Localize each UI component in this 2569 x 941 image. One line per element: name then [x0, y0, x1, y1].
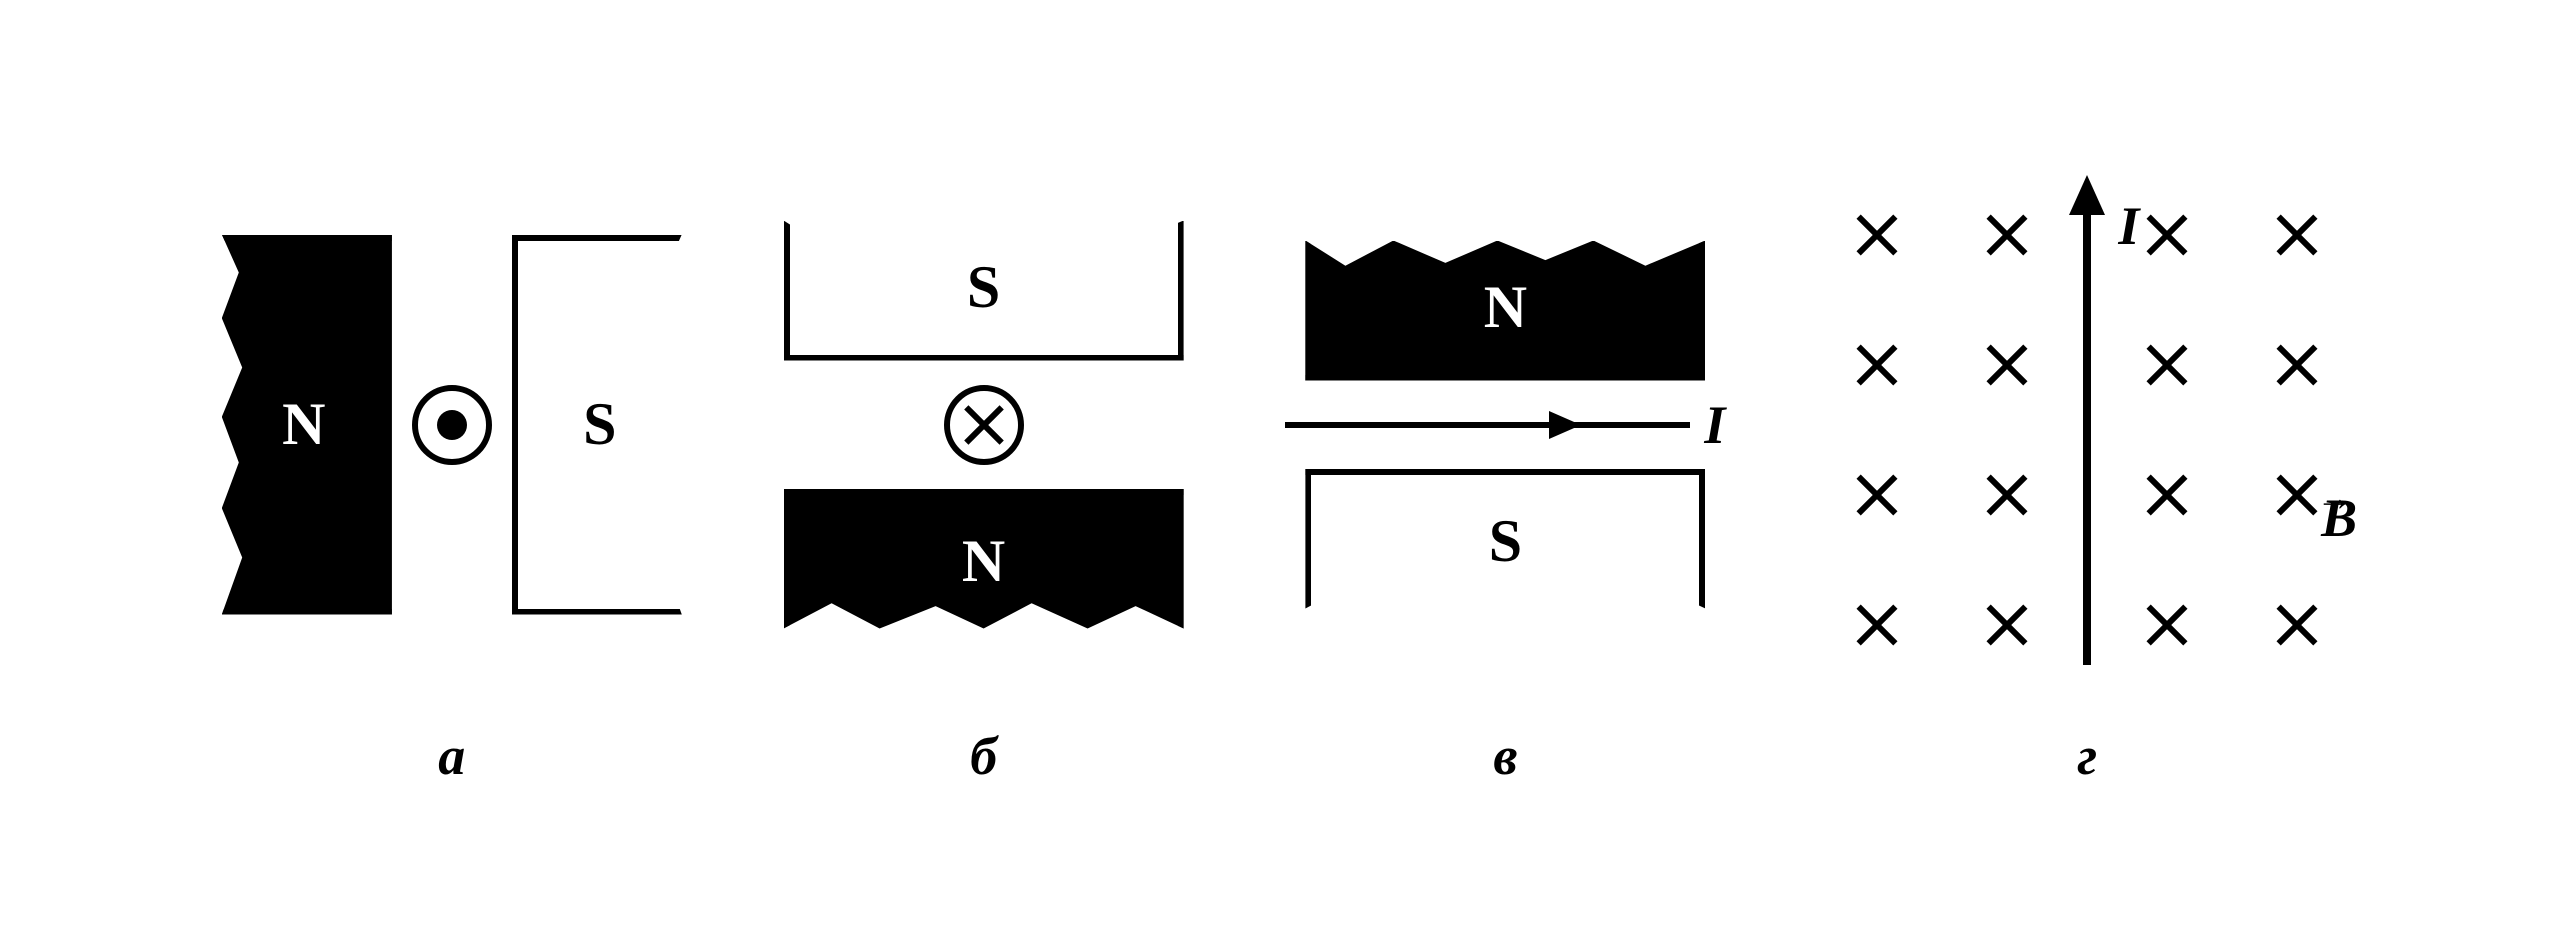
panel-d-label: г — [2077, 725, 2097, 787]
panel-c-body: N I S — [1285, 241, 1725, 609]
dot-fill — [437, 410, 467, 440]
field-x-icon — [1847, 335, 1907, 395]
field-x-icon — [2137, 205, 2197, 265]
field-x-icon — [1977, 595, 2037, 655]
field-x-icon — [1847, 465, 1907, 525]
panel-a-right-pole: S — [512, 235, 682, 615]
field-x-icon — [1977, 335, 2037, 395]
pole-letter: N — [282, 390, 325, 459]
current-into-page-icon — [944, 385, 1024, 465]
current-out-of-page-icon — [412, 385, 492, 465]
current-arrow-line — [1285, 422, 1690, 428]
panel-c-bottom-pole: S — [1305, 469, 1705, 609]
field-x-icon — [2137, 335, 2197, 395]
panel-c-top-pole: N — [1305, 241, 1705, 381]
panel-d-field: I → B — [1827, 165, 2347, 685]
field-x-icon — [2267, 205, 2327, 265]
pole-letter: S — [583, 390, 616, 459]
field-label-B: B — [2321, 487, 2357, 549]
field-x-icon — [1977, 465, 2037, 525]
panel-c-diagram: N I S — [1285, 155, 1725, 695]
current-label-I: I — [2118, 195, 2139, 257]
current-label-I: I — [1704, 394, 1725, 456]
panel-c-current-row: I — [1285, 405, 1725, 445]
panel-a-left-pole: N — [222, 235, 392, 615]
pole-letter: N — [1484, 273, 1527, 342]
panel-c-label: в — [1493, 725, 1517, 787]
panel-b-top-pole: S — [784, 221, 1184, 361]
field-x-icon — [1847, 595, 1907, 655]
panel-b: S N б — [784, 155, 1184, 787]
panel-b-body: S N — [784, 221, 1184, 629]
panel-b-bottom-pole: N — [784, 489, 1184, 629]
panel-b-diagram: S N — [784, 155, 1184, 695]
panel-b-label: б — [970, 725, 997, 787]
current-arrow-up — [2083, 185, 2091, 665]
pole-letter: S — [967, 253, 1000, 322]
pole-letter: N — [962, 527, 1005, 596]
arrow-right-icon — [1549, 411, 1581, 439]
panel-a-diagram: N S — [222, 155, 682, 695]
panel-a: N S а — [222, 155, 682, 787]
field-x-icon — [2137, 595, 2197, 655]
arrow-up-icon — [2069, 175, 2105, 215]
panel-d: I → B г — [1827, 155, 2347, 787]
panel-d-diagram: I → B — [1827, 155, 2347, 695]
field-x-icon — [2267, 335, 2327, 395]
field-x-icon — [1977, 205, 2037, 265]
panel-a-label: а — [438, 725, 465, 787]
field-x-icon — [1847, 205, 1907, 265]
field-x-icon — [2267, 595, 2327, 655]
pole-letter: S — [1489, 507, 1522, 576]
panel-a-body: N S — [222, 235, 682, 615]
panel-c: N I S в — [1285, 155, 1725, 787]
field-x-icon — [2137, 465, 2197, 525]
